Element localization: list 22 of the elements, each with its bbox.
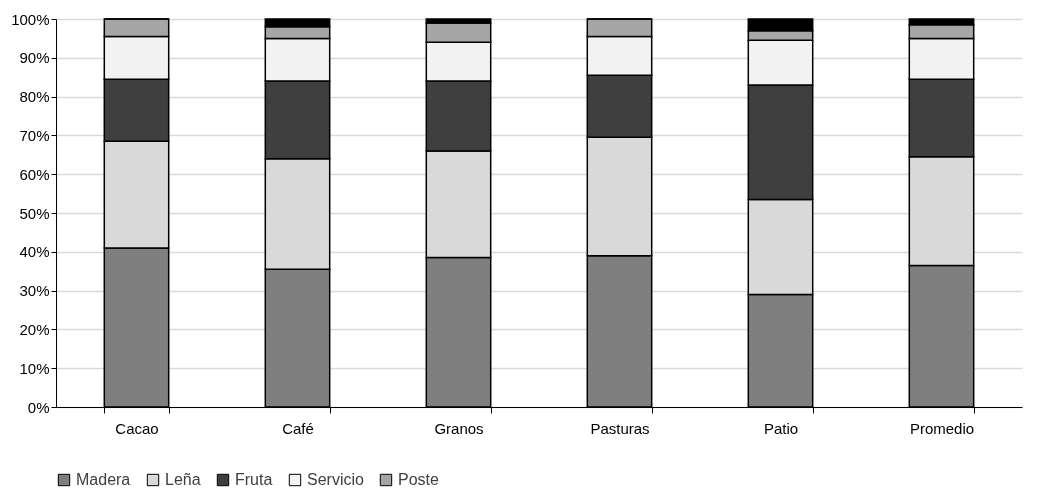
- y-tick-label: 50%: [19, 204, 50, 222]
- x-tick-label: Granos: [434, 419, 484, 437]
- x-tick-label: Promedio: [909, 419, 975, 437]
- y-tick-label: 30%: [19, 282, 50, 300]
- y-tick-label: 40%: [19, 243, 50, 261]
- y-tick-label: 70%: [19, 126, 50, 144]
- y-tick-label: 90%: [19, 49, 50, 67]
- legend-label: Leña: [165, 471, 201, 488]
- x-tick-label: Café: [282, 419, 314, 437]
- y-tick-label: 0%: [27, 398, 50, 416]
- y-tick-label: 80%: [19, 88, 50, 106]
- legend-label: Fruta: [235, 471, 273, 488]
- legend-label: Servicio: [307, 471, 365, 488]
- x-tick-label: Cacao: [115, 419, 159, 437]
- y-tick-label: 20%: [19, 320, 50, 338]
- legend-label: Poste: [398, 471, 440, 488]
- x-tick-label: Pasturas: [590, 419, 650, 437]
- y-tick-label: 60%: [19, 165, 50, 183]
- y-tick-label: 10%: [19, 359, 50, 377]
- y-tick-label: 100%: [11, 10, 50, 28]
- x-tick-label: Patio: [763, 419, 799, 437]
- legend-label: Madera: [76, 471, 131, 488]
